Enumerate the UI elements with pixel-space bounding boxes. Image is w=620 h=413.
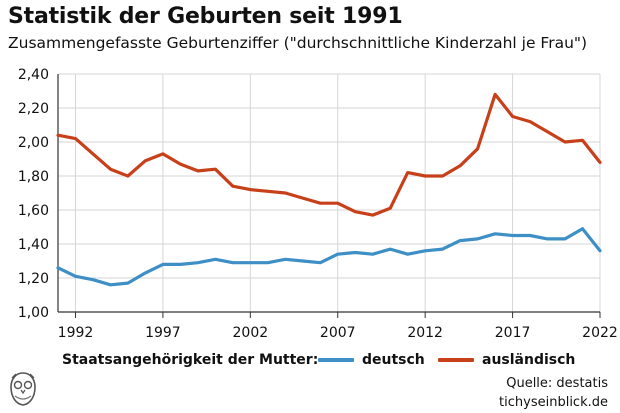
y-tick-label: 2,20: [18, 101, 49, 117]
tick-labels: 1,00 1,20 1,40 1,60 1,80 2,00 2,20 2,40 1992 1997…: [18, 67, 618, 341]
x-tick-label: 2007: [320, 325, 356, 341]
site-name: tichyseinblick.de: [499, 395, 608, 410]
legend-title: Staatsangehörigkeit der Mutter:: [62, 352, 319, 368]
chart-title: Statistik der Geburten seit 1991: [8, 4, 403, 29]
series-lines: [56, 92, 602, 287]
legend-label-auslaendisch: ausländisch: [482, 352, 576, 368]
x-tick-label: 2002: [233, 325, 269, 341]
series-line-deutsch: [56, 227, 602, 287]
y-tick-label: 2,40: [18, 67, 49, 83]
y-tick-label: 1,60: [18, 203, 49, 219]
x-tick-label: 2017: [495, 325, 531, 341]
series-line-auslaendisch: [56, 92, 602, 217]
y-tick-label: 2,00: [18, 135, 49, 151]
source-note: Quelle: destatis tichyseinblick.de: [499, 374, 608, 412]
x-tick-label: 1997: [145, 325, 181, 341]
source-text: Quelle: destatis: [506, 376, 608, 391]
y-tick-label: 1,40: [18, 237, 49, 253]
y-tick-label: 1,00: [18, 305, 49, 321]
legend-item-deutsch: deutsch: [318, 352, 425, 368]
x-tick-label: 1992: [58, 325, 94, 341]
x-tick-label: 2022: [582, 325, 618, 341]
legend-item-auslaendisch: ausländisch: [438, 352, 575, 368]
chart-subtitle: Zusammengefasste Geburtenziffer ("durchs…: [8, 34, 588, 52]
axes: [57, 74, 601, 318]
legend-label-deutsch: deutsch: [362, 352, 425, 368]
legend-swatch-deutsch: [318, 358, 354, 362]
owl-logo-icon: [10, 372, 36, 406]
y-tick-label: 1,20: [18, 271, 49, 287]
y-tick-label: 1,80: [18, 169, 49, 185]
legend-swatch-auslaendisch: [438, 358, 474, 362]
x-tick-label: 2012: [407, 325, 443, 341]
